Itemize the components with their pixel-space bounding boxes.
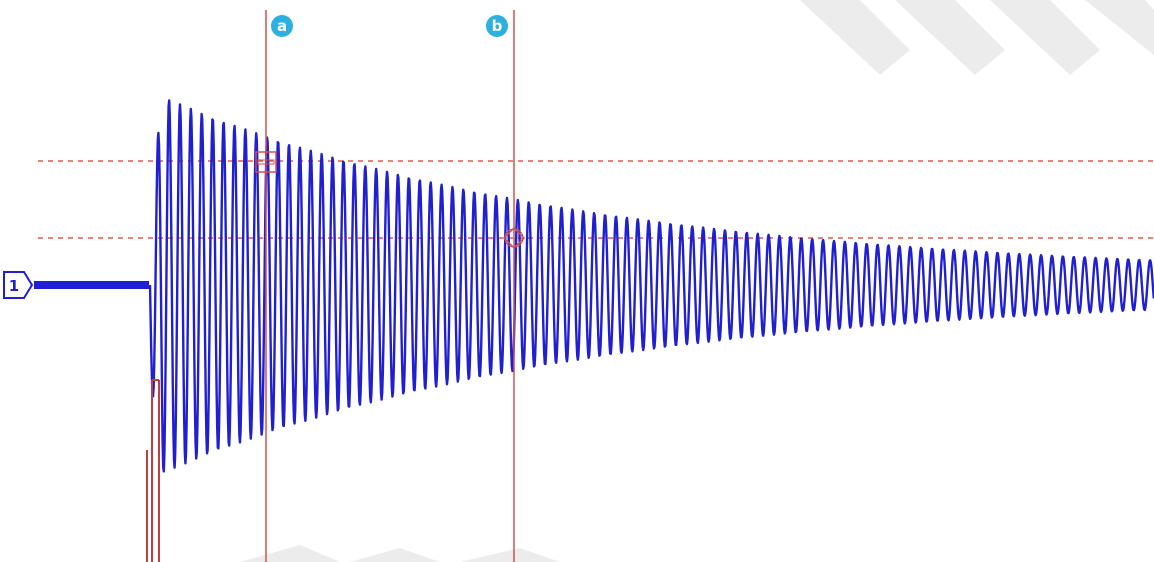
cursor-a-label: a [277,17,287,35]
watermark-chevrons [240,0,1154,562]
pre-trigger-trace [34,281,149,289]
channel-1-ground-marker-icon[interactable]: 1 [3,271,34,299]
channel-1-label: 1 [9,277,19,295]
cursor-b-badge[interactable]: b [486,15,508,37]
waveform-trace [34,99,1154,473]
cursor-b-marker-ring [504,228,524,248]
cursor-b-marker [502,226,526,250]
trigger-marker [146,379,160,562]
oscillation-trace [148,99,1154,473]
cursor-a-badge[interactable]: a [271,15,293,37]
cursor-a-marker-inner [257,159,275,165]
cursor-a-marker [255,151,277,173]
cursor-b-label: b [492,17,503,35]
